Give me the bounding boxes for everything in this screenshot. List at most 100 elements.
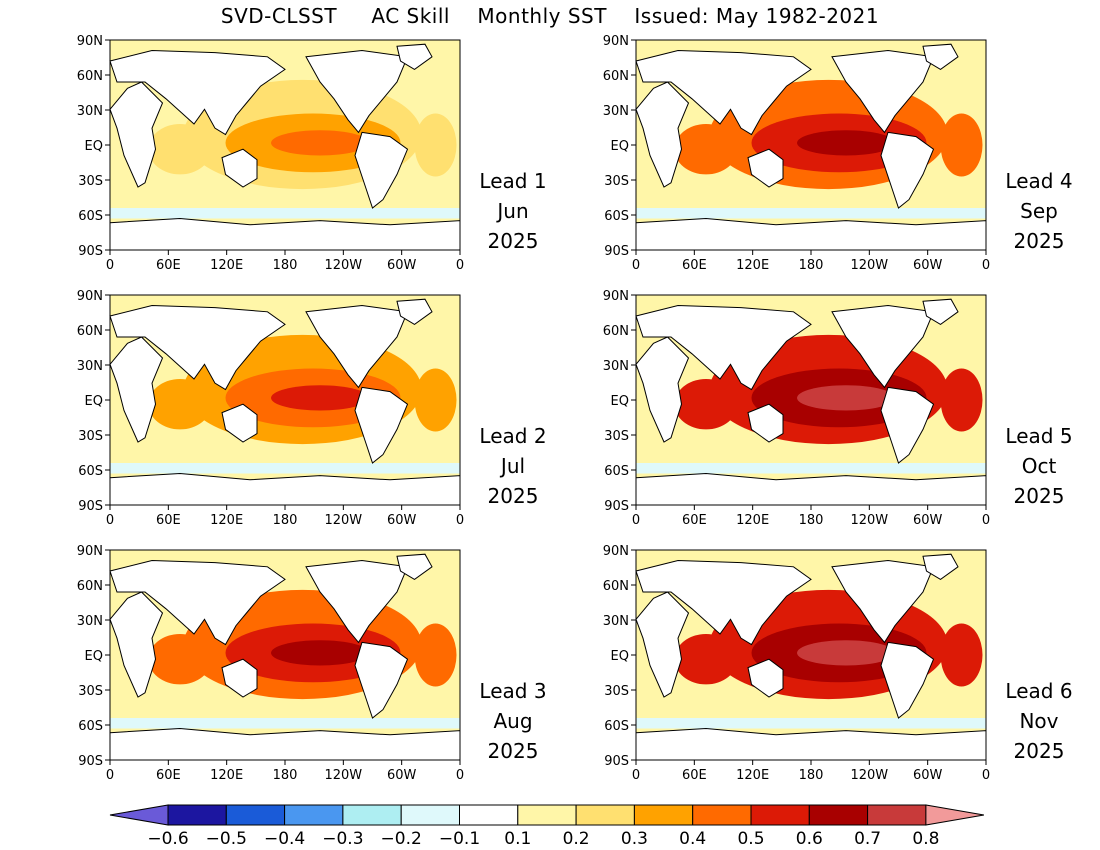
lon-tick-label: 0 [456, 258, 464, 273]
lat-tick-label: 60S [78, 464, 103, 479]
landmass-greenland [396, 43, 433, 70]
lon-tick-label: 120W [850, 513, 888, 528]
landmass-samerica [354, 131, 409, 209]
lead-year-label: 2025 [488, 229, 539, 253]
landmass-namerica [831, 304, 935, 389]
skill-band [940, 623, 983, 687]
landmass-eurasia [635, 49, 812, 136]
lat-tick-label: 30N [603, 104, 629, 119]
lon-tick-label: 120E [210, 768, 243, 783]
lat-tick-label: 90S [604, 754, 629, 769]
colorbar: −0.6 −0.5 −0.4 −0.3 −0.2 −0.1 0.1 0.2 0.3 0.4 0.5 0… [109, 804, 984, 849]
colorbar-label: −0.3 [322, 829, 363, 849]
lat-tick-label: 90N [603, 34, 629, 49]
landmass-africa [109, 336, 164, 443]
lat-tick-label: 60S [604, 719, 629, 734]
low-skill-band [110, 463, 460, 474]
lat-tick-label: 30S [78, 429, 103, 444]
lon-tick-label: 60E [156, 768, 181, 783]
landmass-greenland [396, 553, 433, 580]
lat-tick-label: 90N [77, 289, 103, 304]
lat-tick-label: 30N [77, 359, 103, 374]
colorbar-swatch [400, 804, 461, 826]
skill-band [674, 124, 738, 175]
lat-tick-label: 30N [77, 104, 103, 119]
lead-year-label: 2025 [488, 739, 539, 763]
lon-tick-label: 0 [982, 768, 990, 783]
landmass-africa [109, 591, 164, 698]
lon-tick-label: 0 [632, 258, 640, 273]
landmass-greenland [922, 298, 959, 325]
landmass-eurasia [109, 559, 286, 646]
lon-tick-label: 180 [799, 768, 824, 783]
low-skill-band [636, 463, 986, 474]
skill-band [414, 368, 457, 432]
lat-tick-label: 30N [603, 614, 629, 629]
lead-month-label: Sep [1020, 199, 1058, 223]
skill-band [414, 113, 457, 177]
landmass-samerica [880, 131, 935, 209]
lon-tick-label: 60E [156, 258, 181, 273]
lon-tick-label: 120E [210, 258, 243, 273]
skill-band [940, 368, 983, 432]
colorbar-swatch [575, 804, 635, 826]
colorbar-label: −0.1 [439, 829, 480, 849]
colorbar-swatch [867, 804, 927, 826]
skill-core [271, 385, 369, 411]
skill-band [674, 379, 738, 430]
lat-tick-label: 30N [603, 359, 629, 374]
lead-label: Lead 6 [1005, 679, 1072, 703]
landmass-namerica [305, 304, 409, 389]
landmass-samerica [354, 641, 409, 719]
lon-tick-label: 120E [736, 258, 769, 273]
colorbar-label: −0.2 [381, 829, 422, 849]
lon-tick-label: 0 [632, 768, 640, 783]
lon-tick-label: 180 [799, 258, 824, 273]
lat-tick-label: 60S [78, 209, 103, 224]
lon-tick-label: 60E [682, 513, 707, 528]
landmass-africa [635, 81, 690, 188]
lat-tick-label: EQ [611, 394, 629, 409]
skill-core [797, 385, 895, 411]
lead-year-label: 2025 [1014, 739, 1065, 763]
landmass-africa [635, 591, 690, 698]
lat-tick-label: 90S [604, 244, 629, 259]
lat-tick-label: 90S [78, 499, 103, 514]
colorbar-swatch [284, 804, 344, 826]
lat-tick-label: EQ [85, 394, 103, 409]
lat-tick-label: 60N [77, 324, 103, 339]
colorbar-swatch [167, 804, 227, 826]
figure-title: SVD-CLSST AC Skill Monthly SST Issued: M… [220, 4, 880, 28]
lon-tick-label: 180 [273, 258, 298, 273]
lat-tick-label: 30N [77, 614, 103, 629]
lon-tick-label: 120E [736, 768, 769, 783]
landmass-samerica [880, 641, 935, 719]
lon-tick-label: 60E [156, 513, 181, 528]
lat-tick-label: 60N [77, 69, 103, 84]
lat-tick-label: 30S [604, 684, 629, 699]
skill-core [797, 640, 895, 666]
skill-core [797, 130, 895, 156]
lon-tick-label: 0 [632, 513, 640, 528]
colorbar-high-arrow [925, 804, 984, 826]
landmass-australia [747, 658, 784, 698]
colorbar-low-arrow [109, 804, 169, 826]
lead-label: Lead 5 [1005, 424, 1072, 448]
skill-core [271, 640, 369, 666]
lat-tick-label: 60S [604, 464, 629, 479]
skill-band [148, 379, 212, 430]
landmass-africa [109, 81, 164, 188]
landmass-namerica [305, 49, 409, 134]
lon-tick-label: 60W [913, 768, 943, 783]
lon-tick-label: 60E [682, 258, 707, 273]
colorbar-label: −0.4 [264, 829, 305, 849]
landmass-namerica [831, 49, 935, 134]
lon-tick-label: 0 [106, 513, 114, 528]
lead-year-label: 2025 [488, 484, 539, 508]
colorbar-label: 0.5 [737, 829, 764, 849]
